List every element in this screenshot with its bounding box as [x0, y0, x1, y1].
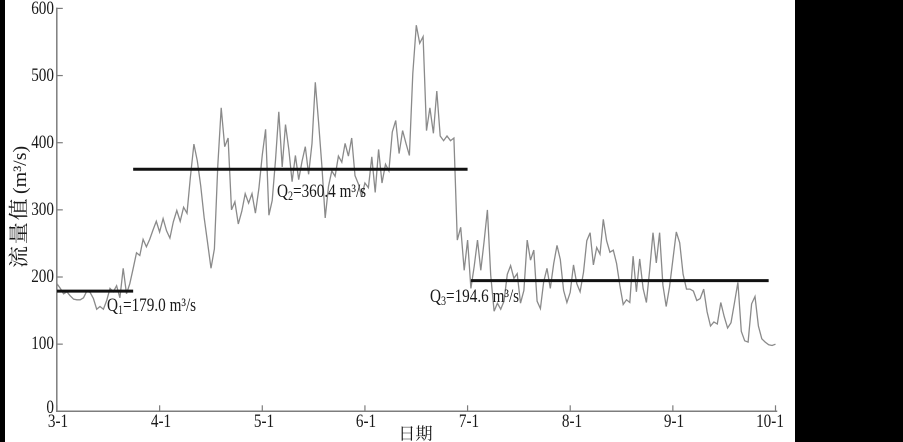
y-axis-title-cjk-flow-value-glyphs: [8, 198, 28, 268]
annotation-q3-prefix: Q: [430, 286, 442, 308]
glyph-ri-icon: [401, 426, 413, 441]
glyph-liang-icon: [8, 223, 27, 244]
annotation-q2-subscript: 2: [287, 189, 293, 204]
x-tick-label: 3-1: [48, 410, 69, 432]
mean-annotation-q2: Q2=360.4 m³/s: [277, 182, 366, 203]
y-tick-label: 300: [30, 199, 54, 221]
y-tick-label: 200: [30, 266, 54, 288]
annotation-q3-subscript: 3: [441, 294, 447, 309]
y-tick-label: 400: [30, 132, 54, 153]
annotation-q3-value: =194.6 m³/s: [446, 286, 520, 308]
glyph-zhi-icon: [8, 198, 28, 220]
annotation-q1-prefix: Q: [107, 294, 119, 316]
flow-series-line: [56, 25, 776, 347]
y-tick-label: 600: [30, 0, 54, 19]
x-tick-label: 5-1: [253, 410, 274, 432]
x-tick-label: 10-1: [756, 410, 785, 432]
x-tick-label: 8-1: [561, 410, 582, 432]
annotation-q1-subscript: 1: [118, 302, 124, 317]
y-axis-ticks: [56, 7, 63, 412]
x-tick-label: 6-1: [356, 410, 377, 432]
y-axis-title: (m³/s): [8, 146, 31, 268]
annotation-q2-value: =360.4 m³/s: [292, 181, 366, 203]
y-axis-title-unit: (m³/s): [10, 146, 30, 194]
mean-annotation-q3: Q3=194.6 m³/s: [430, 287, 519, 308]
right-black-band: [795, 0, 903, 442]
mean-annotation-q1: Q1=179.0 m³/s: [107, 296, 196, 317]
annotation-q1-value: =179.0 m³/s: [123, 294, 197, 316]
stage-mean-lines: [57, 167, 769, 293]
x-tick-label: 7-1: [458, 410, 480, 432]
y-tick-label: 100: [30, 333, 54, 355]
x-axis-title: [401, 425, 432, 441]
axis-spines: [56, 7, 778, 413]
annotation-q2-prefix: Q: [276, 181, 288, 203]
y-tick-label: 0: [45, 397, 54, 419]
glyph-qi-icon: [415, 425, 432, 441]
y-tick-label: 500: [30, 64, 54, 86]
glyph-liu-icon: [8, 246, 28, 268]
x-tick-label: 4-1: [150, 410, 172, 432]
left-black-band: [0, 0, 5, 442]
x-tick-label: 9-1: [664, 410, 685, 432]
x-axis-ticks: [56, 405, 777, 412]
